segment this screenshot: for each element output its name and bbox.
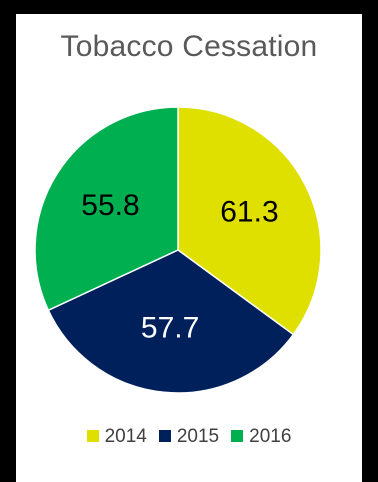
legend-swatch-2015 [158, 430, 171, 442]
pie-slice-2015 [47, 249, 295, 394]
pie-slice-2014 [177, 106, 322, 336]
data-label-2016: 55.8 [81, 189, 139, 222]
data-label-2014: 61.3 [220, 196, 278, 229]
pie-chart: 61.3 57.7 55.8 [34, 106, 322, 394]
chart-legend: 2014 2015 2016 [16, 426, 362, 448]
legend-label-2014: 2014 [104, 426, 147, 447]
legend-item-2016: 2016 [231, 426, 291, 448]
legend-item-2014: 2014 [86, 426, 147, 448]
legend-swatch-2016 [231, 430, 244, 442]
data-label-2015: 57.7 [141, 312, 199, 345]
legend-label-2015: 2015 [176, 426, 220, 447]
legend-label-2016: 2016 [249, 426, 292, 447]
legend-swatch-2014 [86, 430, 99, 442]
chart-title: Tobacco Cessation [60, 30, 318, 63]
pie-slice-2016 [34, 106, 179, 312]
legend-item-2015: 2015 [158, 426, 220, 448]
